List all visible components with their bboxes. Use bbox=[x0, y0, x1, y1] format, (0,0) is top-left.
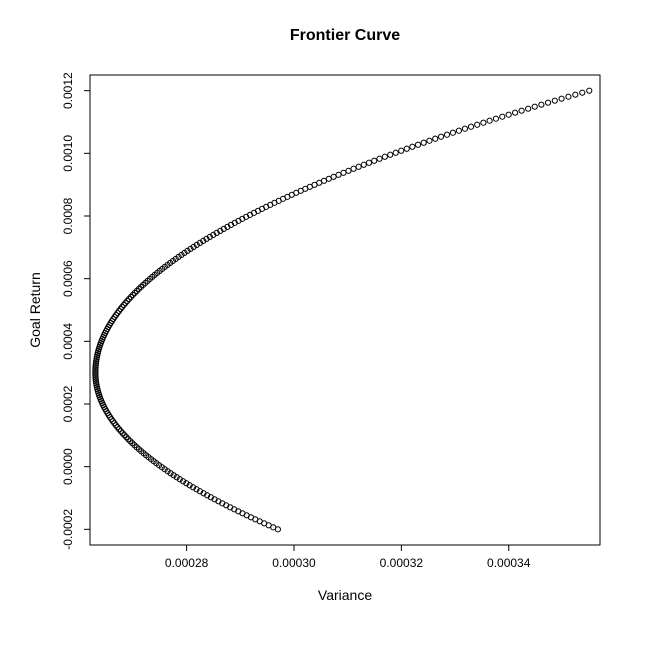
frontier-chart: Frontier Curve 0.00028 0.00030 0.00032 0.000… bbox=[0, 0, 653, 653]
y-tick-label: 0.0006 bbox=[61, 260, 75, 297]
data-point bbox=[566, 94, 571, 99]
chart-title: Frontier Curve bbox=[290, 27, 400, 44]
data-point bbox=[421, 140, 426, 145]
data-point bbox=[393, 150, 398, 155]
y-axis-label: Goal Return bbox=[27, 272, 43, 347]
data-point bbox=[456, 128, 461, 133]
data-point bbox=[399, 148, 404, 153]
data-point bbox=[545, 100, 550, 105]
x-tick-label: 0.00028 bbox=[165, 556, 209, 570]
data-point bbox=[481, 120, 486, 125]
data-point bbox=[487, 118, 492, 123]
data-point bbox=[444, 132, 449, 137]
data-point bbox=[346, 168, 351, 173]
data-point bbox=[438, 134, 443, 139]
y-tick-label: 0.0008 bbox=[61, 197, 75, 234]
data-point bbox=[512, 110, 517, 115]
y-tick-label: 0.0010 bbox=[61, 135, 75, 172]
data-point bbox=[500, 114, 505, 119]
data-point bbox=[433, 136, 438, 141]
data-point bbox=[427, 138, 432, 143]
data-point bbox=[366, 160, 371, 165]
x-tick-label: 0.00030 bbox=[272, 556, 316, 570]
data-point bbox=[377, 156, 382, 161]
chart-container: Frontier Curve 0.00028 0.00030 0.00032 0.000… bbox=[0, 0, 653, 653]
x-axis-label: Variance bbox=[318, 587, 372, 603]
data-point bbox=[410, 144, 415, 149]
data-point bbox=[361, 162, 366, 167]
data-point bbox=[539, 102, 544, 107]
y-tick-label: 0.0002 bbox=[61, 385, 75, 422]
data-point bbox=[336, 172, 341, 177]
data-point bbox=[587, 88, 592, 93]
data-point bbox=[351, 166, 356, 171]
y-tick-label: 0.0004 bbox=[61, 323, 75, 360]
data-point bbox=[462, 126, 467, 131]
data-point bbox=[356, 164, 361, 169]
data-point bbox=[532, 104, 537, 109]
data-point bbox=[573, 92, 578, 97]
data-point bbox=[519, 108, 524, 113]
data-point bbox=[526, 106, 531, 111]
x-tick-label: 0.00032 bbox=[380, 556, 424, 570]
data-point bbox=[415, 142, 420, 147]
data-point bbox=[559, 96, 564, 101]
data-point bbox=[468, 124, 473, 129]
data-point bbox=[388, 152, 393, 157]
data-point bbox=[580, 90, 585, 95]
y-tick-label: -0.0002 bbox=[61, 509, 75, 550]
data-point bbox=[552, 98, 557, 103]
x-tick-label: 0.00034 bbox=[487, 556, 531, 570]
data-point bbox=[404, 146, 409, 151]
data-point bbox=[493, 116, 498, 121]
data-point bbox=[341, 170, 346, 175]
data-point bbox=[382, 154, 387, 159]
y-tick-label: 0.0000 bbox=[61, 448, 75, 485]
data-point bbox=[475, 122, 480, 127]
y-tick-label: 0.0012 bbox=[61, 72, 75, 109]
data-point bbox=[450, 130, 455, 135]
plot-box bbox=[90, 75, 600, 545]
data-series bbox=[93, 88, 592, 532]
data-point bbox=[372, 158, 377, 163]
data-point bbox=[506, 112, 511, 117]
